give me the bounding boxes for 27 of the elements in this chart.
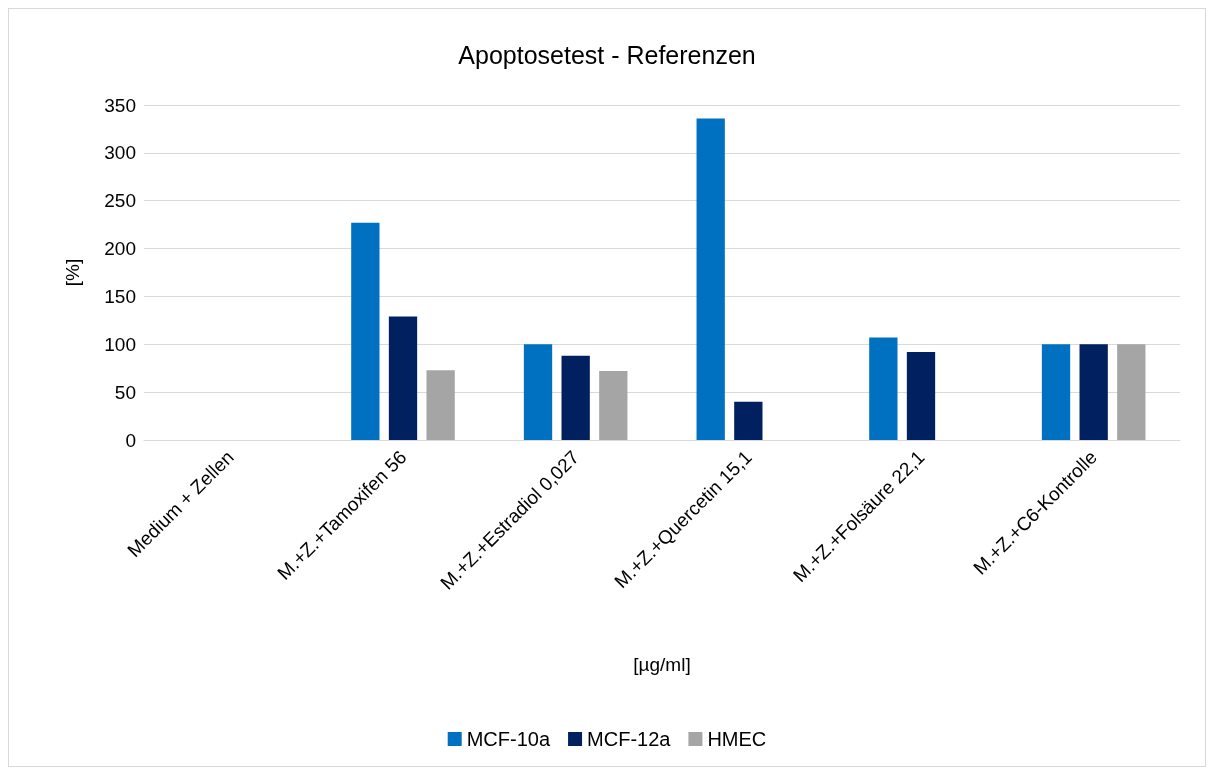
y-tick-label: 150 (104, 285, 136, 307)
y-axis-title: [%] (62, 258, 83, 287)
bar (351, 222, 380, 440)
bar (906, 351, 936, 440)
legend-label: MCF-12a (587, 728, 672, 750)
y-tick-label: 50 (114, 381, 136, 403)
y-tick-label: 200 (104, 238, 136, 260)
chart-title: Apoptosetest - Referenzen (458, 40, 756, 69)
bar (561, 355, 590, 440)
y-tick-label: 300 (104, 142, 136, 164)
legend-label: MCF-10a (466, 728, 551, 750)
bar (1079, 344, 1108, 440)
bar (1041, 344, 1071, 440)
bar (734, 401, 763, 440)
bar (696, 118, 725, 440)
y-tick-label: 100 (104, 333, 136, 355)
bar (426, 370, 455, 440)
y-tick-label: 350 (104, 94, 136, 116)
legend-label: HMEC (707, 728, 767, 750)
y-tick-label: 0 (125, 429, 136, 451)
bar (1117, 344, 1146, 440)
bar (523, 344, 553, 440)
bar (869, 337, 898, 440)
y-tick-label: 250 (104, 190, 136, 212)
bar (388, 316, 418, 440)
bar (599, 371, 628, 440)
x-axis-title: [µg/ml] (633, 654, 691, 675)
